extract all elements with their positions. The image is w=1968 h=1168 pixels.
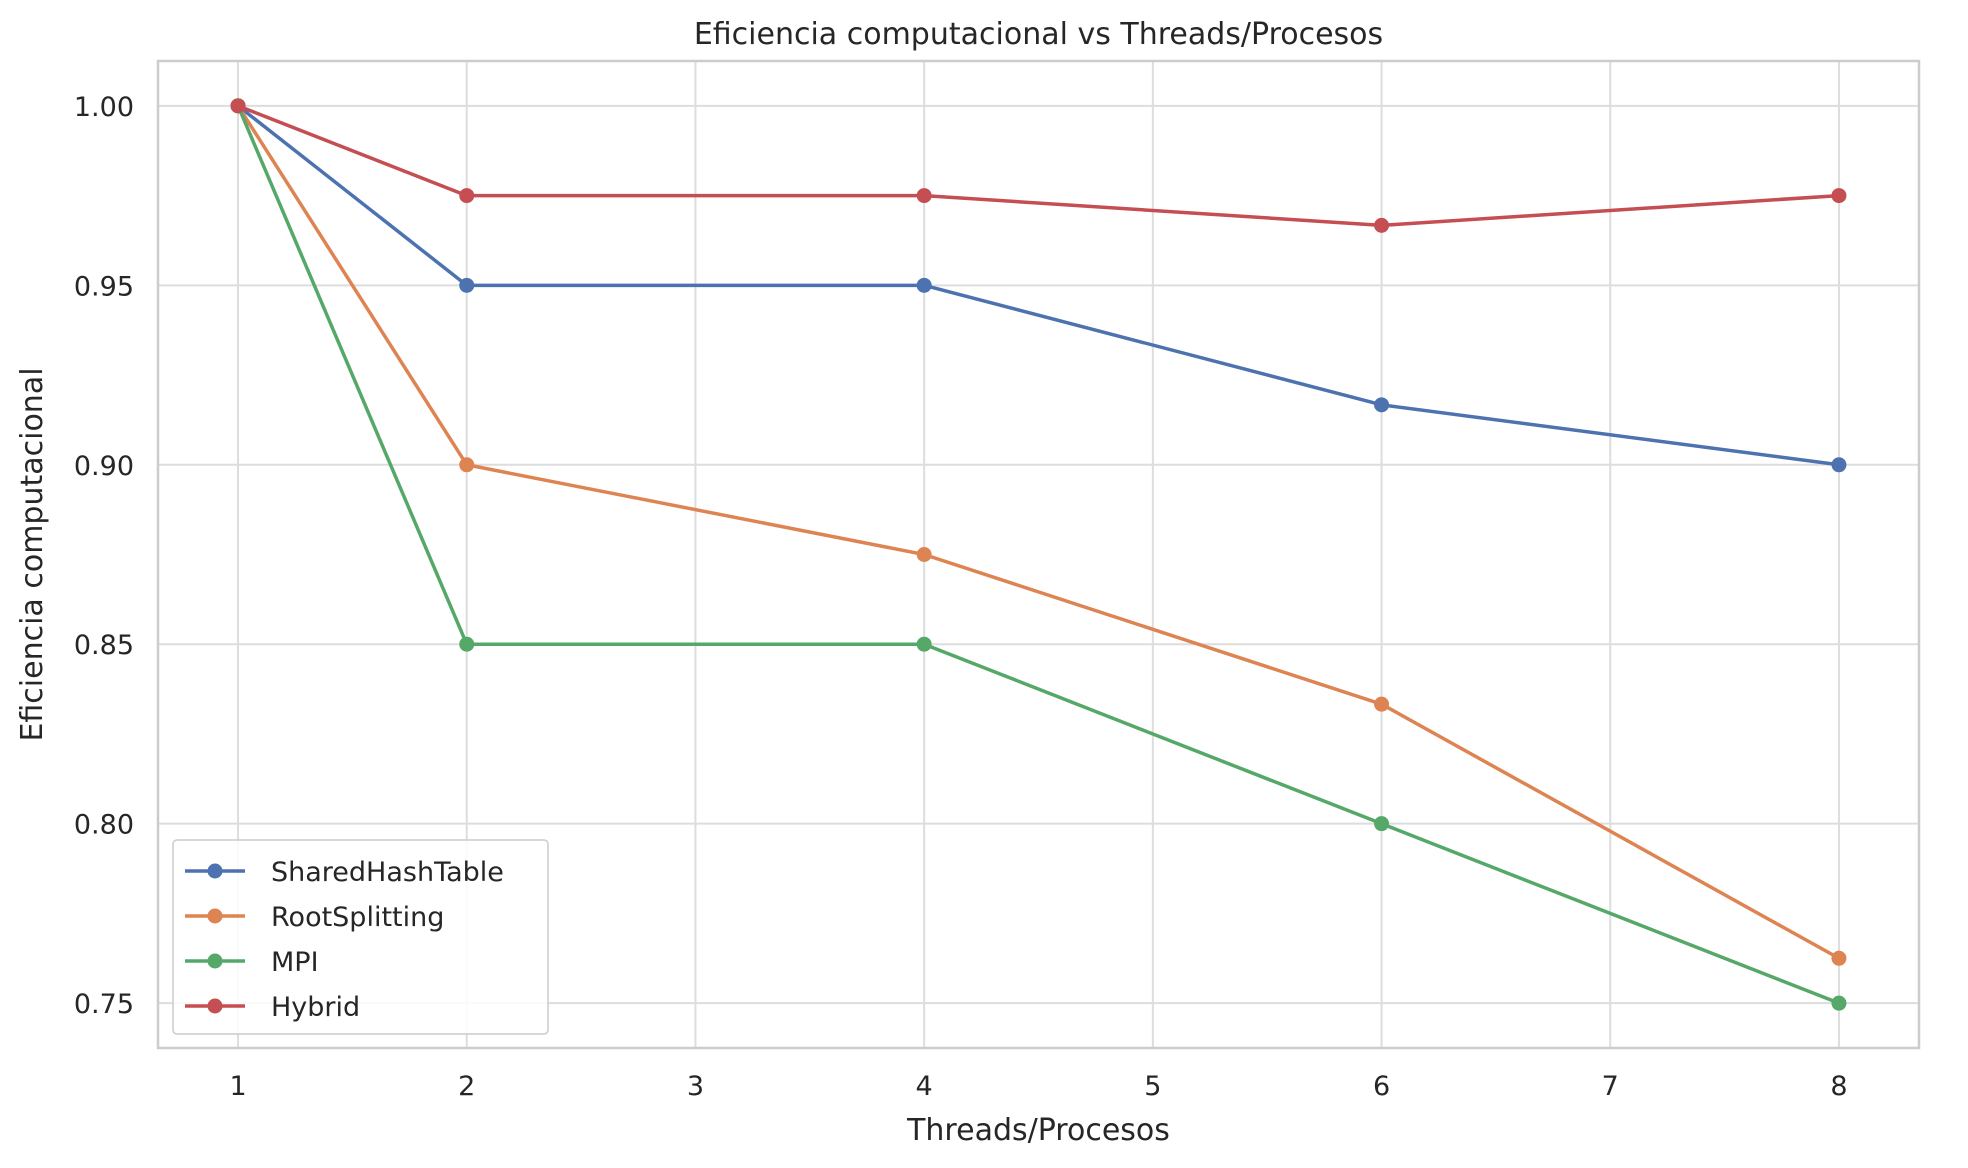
legend-label: Hybrid [271,992,360,1023]
legend-swatch-marker [207,953,223,969]
data-point [230,98,246,114]
y-tick-labels: 0.75 0.80 0.85 0.90 0.95 1.00 [74,92,134,1020]
data-point [1831,457,1847,473]
data-point [459,457,475,473]
data-point [1831,188,1847,204]
y-tick-label: 1.00 [74,92,134,123]
y-tick-label: 0.85 [74,630,134,661]
x-tick-label: 7 [1602,1071,1619,1102]
legend-swatch-marker [207,908,223,924]
x-tick-label: 5 [1144,1071,1161,1102]
series-line [236,104,1841,961]
data-point [1374,397,1390,413]
plot-frame [156,59,1921,1050]
data-point [1831,950,1847,966]
data-point [459,188,475,204]
data-point [916,188,932,204]
legend-label: RootSplitting [271,902,444,933]
data-point [916,277,932,293]
x-tick-label: 6 [1373,1071,1390,1102]
data-point [1374,816,1390,832]
data-point [459,636,475,652]
x-axis-label: Threads/Procesos [906,1113,1170,1148]
x-tick-label: 1 [229,1071,246,1102]
y-axis-label: Eficiencia computacional [15,367,50,741]
legend-items: SharedHashTable RootSplitting MPI Hybrid [185,857,504,1023]
x-tick-label: 3 [687,1071,704,1102]
x-tick-label: 4 [916,1071,933,1102]
x-tick-label: 2 [458,1071,475,1102]
x-tick-labels: 1 2 3 4 5 6 7 8 [229,1071,1847,1102]
y-tick-label: 0.90 [74,451,134,482]
data-point [916,547,932,562]
data-point [1831,995,1847,1011]
legend-label: MPI [271,947,319,978]
series-layer [230,98,1847,1011]
data-point [916,636,932,652]
y-tick-label: 0.95 [74,271,134,302]
legend-swatch-marker [207,998,223,1014]
data-point [1374,217,1390,233]
legend-item: Hybrid [185,992,360,1023]
y-tick-label: 0.80 [74,810,134,841]
series-line [236,104,1841,228]
legend-item: RootSplitting [185,902,444,933]
series-hybrid [230,98,1847,233]
legend-label: SharedHashTable [271,857,504,888]
legend-item: SharedHashTable [185,857,504,888]
data-point [1374,696,1390,712]
legend-swatch-marker [207,863,223,879]
legend-item: MPI [185,947,319,978]
chart-title: Eficiencia computacional vs Threads/Proc… [694,17,1383,52]
data-point [459,277,475,293]
y-tick-label: 0.75 [74,989,134,1020]
series-rootsplitting [230,98,1847,966]
legend: SharedHashTable RootSplitting MPI Hybrid [172,839,549,1035]
x-tick-label: 8 [1830,1071,1847,1102]
legend-box [172,839,549,1035]
